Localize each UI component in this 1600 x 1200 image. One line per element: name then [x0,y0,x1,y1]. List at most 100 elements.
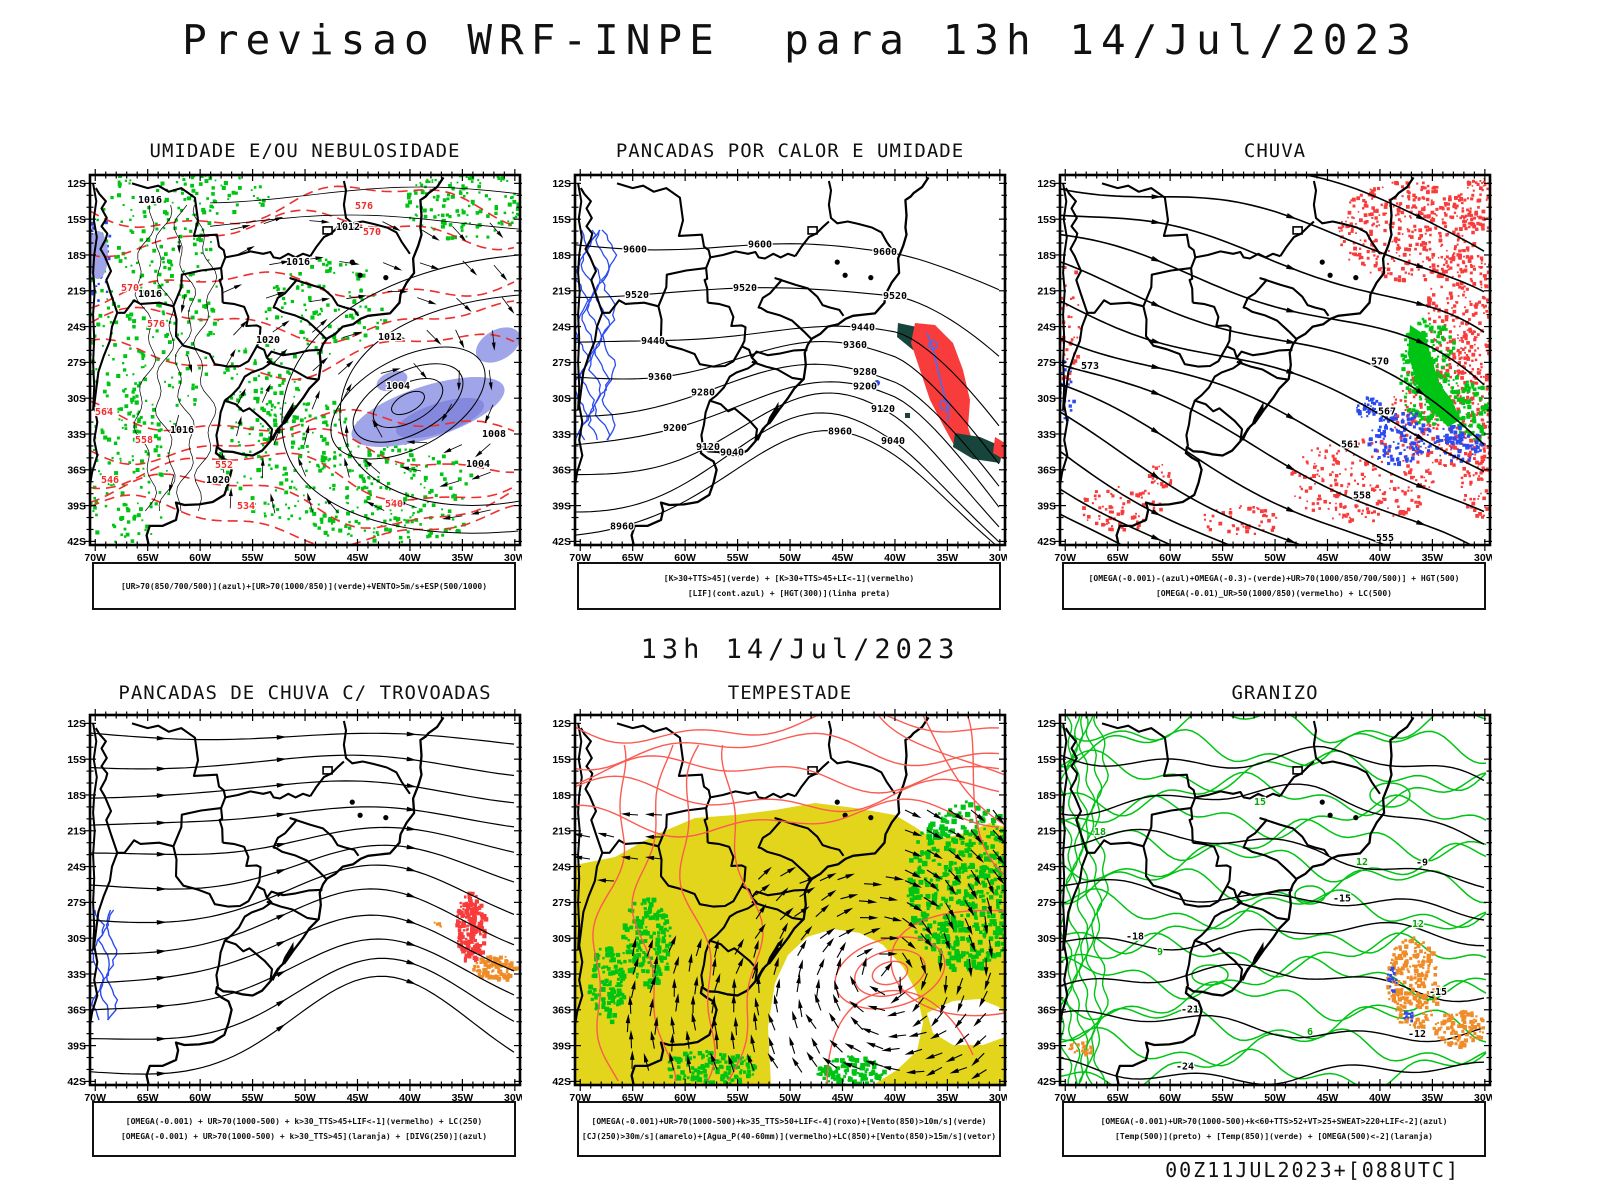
lat-axis-label: 15S [552,754,571,766]
contour-label: 1004 [386,381,410,392]
lat-axis-label: 42S [67,1076,86,1088]
lat-axis-label: 15S [1037,754,1056,766]
lat-axis-label: 33S [67,969,86,981]
lon-axis-label: 55W [727,552,749,564]
map-pancadas-calor: 9600 9600 9600 9520 9520 9520 9440 9440 9360 9360… [552,169,1007,564]
lon-axis-label: 60W [1159,552,1181,564]
lat-axis-label: 30S [1037,393,1056,405]
panel-title: PANCADAS DE CHUVA C/ TROVOADAS [118,682,492,704]
lat-axis-label: 21S [67,826,86,838]
lat-axis-label: 21S [552,286,571,298]
lat-axis-label: 42S [67,536,86,548]
contour-label: 9440 [641,336,665,347]
contour-label: 9600 [748,240,772,251]
map-umidade: 1016 1012 1016 1020 1012 1004 1008 1004 1016 1020… [67,169,522,564]
lon-axis-label: 45W [347,552,369,564]
contour-label: 1016 [170,425,194,436]
lon-axis-label: 30W [504,552,522,564]
caption-line: [OMEGA(-0.01)_UR>50(1000/850)(vermelho) … [1155,589,1392,598]
caption-line: [K>30+TTS>45](verde) + [K>30+TTS>45+LI<-… [663,574,915,583]
contour-label: 1020 [256,335,280,346]
panel-title: CHUVA [1243,140,1307,162]
lat-axis-label: 39S [1037,500,1056,512]
contour-label: 570 [1371,357,1389,368]
contour-label: 9040 [720,448,744,459]
lat-axis-label: 33S [1037,969,1056,981]
lat-axis-label: 30S [67,393,86,405]
lat-axis-label: 24S [552,861,571,873]
lon-axis-label: 40W [399,552,421,564]
contour-label: 9600 [623,244,647,255]
lat-axis-label: 39S [67,1040,86,1052]
lat-axis-label: 30S [552,933,571,945]
lat-axis-label: 39S [552,500,571,512]
lat-axis-label: 36S [67,1005,86,1017]
lon-axis-label: 40W [884,552,906,564]
lat-axis-label: 15S [67,214,86,226]
lat-axis-label: 39S [552,1040,571,1052]
lat-axis-label: 15S [552,214,571,226]
lat-axis-label: 27S [552,357,571,369]
run-info-label: 00Z11JUL2023+[088UTC] [1165,1158,1460,1182]
lat-axis-label: 12S [67,718,86,730]
panel-tempestade: TEMPESTADE 12S 15S 18S 21S 24S 27S 30S 33S 36S 39… [515,682,1015,1182]
caption-line: [Temp(500)](preto) + [Temp(850)](verde) … [1115,1132,1433,1141]
lat-axis-label: 33S [552,969,571,981]
caption-line: [OMEGA(-0.001)-(azul)+OMEGA(-0.3)-(verde… [1088,574,1460,583]
lat-axis-label: 12S [1037,178,1056,190]
lon-axis-label: 70W [1054,552,1076,564]
contour-label: -21 [1181,1005,1199,1016]
contour-label: 1012 [378,332,402,343]
lon-axis-label: 60W [674,552,696,564]
lon-axis-label: 35W [937,552,959,564]
lat-axis-label: 12S [67,178,86,190]
panel-umidade: UMIDADE E/OU NEBULOSIDADE 1016 1012 1016 10… [30,140,530,640]
panel-title: GRANIZO [1231,682,1319,704]
contour-label: 1016 [138,289,162,300]
lat-axis-label: 27S [67,357,86,369]
caption-line: [OMEGA(-0.001) + UR>70(1000-500) + k>30_… [120,1132,488,1141]
contour-label: 18 [1094,827,1106,838]
lat-axis-label: 42S [552,536,571,548]
lat-axis-label: 42S [1037,536,1056,548]
lon-axis-label: 70W [84,552,106,564]
lat-axis-label: 30S [1037,933,1056,945]
lat-axis-label: 33S [552,429,571,441]
contour-label: 9200 [663,423,687,434]
contour-label: -15 [1333,894,1351,905]
contour-label: 15 [1254,797,1266,808]
lat-axis-label: 33S [1037,429,1056,441]
caption-box: [OMEGA(-0.001)+UR>70(1000-500)+k>35_TTS>… [577,1101,1001,1157]
lon-axis-label: 30W [989,552,1007,564]
contour-label: 561 [1341,440,1359,451]
caption-box: [K>30+TTS>45](verde) + [K>30+TTS>45+LI<-… [577,562,1001,610]
contour-label: 1016 [138,195,162,206]
contour-label: 1008 [482,429,506,440]
contour-label: 564 [95,407,113,418]
lat-axis-label: 24S [552,321,571,333]
contour-label: 12 [1356,857,1368,868]
caption-line: [OMEGA(-0.001)+UR>70(1000-500)+k<60+TTS>… [1100,1117,1448,1126]
page-title: Previsao WRF-INPE para 13h 14/Jul/2023 [182,16,1418,64]
lon-axis-label: 30W [1474,552,1492,564]
lat-axis-label: 42S [1037,1076,1056,1088]
panel-pancadas-calor: PANCADAS POR CALOR E UMIDADE 9600 9600 960… [515,140,1015,640]
lat-axis-label: 24S [1037,861,1056,873]
caption-line: [OMEGA(-0.001)+UR>70(1000-500)+k>35_TTS>… [591,1117,987,1126]
lon-axis-label: 50W [294,552,316,564]
contour-label: 9200 [853,381,877,392]
lat-axis-label: 21S [67,286,86,298]
contour-label: 9520 [733,283,757,294]
lon-axis-label: 45W [832,552,854,564]
contour-label: 9600 [873,247,897,258]
lat-axis-label: 36S [67,465,86,477]
contour-label: 1016 [286,257,310,268]
contour-label: 555 [1376,533,1394,544]
lat-axis-label: 12S [1037,718,1056,730]
caption-box: [OMEGA(-0.001)-(azul)+OMEGA(-0.3)-(verde… [1062,562,1486,610]
contour-label: 9520 [883,291,907,302]
contour-label: 558 [135,435,153,446]
contour-label: -15 [1429,987,1447,998]
lat-axis-label: 27S [552,897,571,909]
caption-line: [UR>70(850/700/500)](azul)+[UR>70(1000/8… [120,581,488,591]
